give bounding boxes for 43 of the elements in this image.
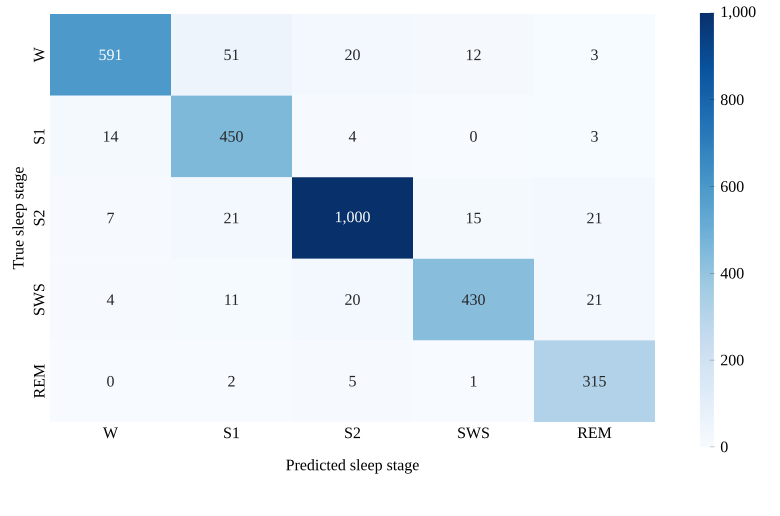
y-tick-label: W	[34, 47, 44, 62]
y-axis-title: True sleep stage	[12, 167, 27, 270]
y-tick-label: S2	[34, 210, 44, 226]
color-bar-label: 600	[720, 181, 744, 192]
x-tick-label: W	[102, 428, 118, 438]
data-label: 12	[466, 50, 481, 60]
x-tick-label: S1	[224, 428, 239, 438]
data-label: 0	[470, 131, 477, 142]
data-label: 5	[349, 376, 356, 386]
data-label: 20	[345, 294, 360, 305]
y-tick-label: SWS	[34, 284, 44, 315]
y-tick-label: S1	[34, 128, 44, 144]
color-bar-label: 400	[720, 268, 744, 279]
data-label: 15	[466, 212, 481, 224]
x-tick-label: SWS	[458, 428, 489, 438]
data-label: 14	[104, 131, 118, 142]
x-tick-label: REM	[578, 428, 612, 438]
x-tick-label: S2	[345, 428, 360, 438]
data-label: 0	[107, 376, 114, 387]
x-axis-title: Predicted sleep stage	[286, 459, 419, 474]
color-bar-label: 1,000	[722, 6, 756, 20]
data-label: 2	[228, 376, 235, 386]
data-label: 21	[224, 212, 239, 224]
data-label: 3	[591, 131, 598, 142]
data-label: 450	[220, 131, 243, 142]
color-bar-label: 200	[720, 354, 744, 366]
data-label: 51	[224, 49, 239, 60]
data-label: 1	[470, 376, 477, 386]
data-label: 315	[583, 376, 606, 387]
data-label: 4	[106, 294, 114, 305]
data-label: 7	[108, 212, 114, 224]
color-bar-label: 800	[720, 94, 744, 106]
data-label: 430	[462, 294, 485, 305]
data-label: 21	[587, 294, 602, 305]
color-bar-label: 0	[720, 442, 728, 452]
data-label: 3	[591, 49, 598, 60]
data-label: 4	[348, 131, 356, 142]
data-label: 21	[587, 212, 602, 224]
data-label: 20	[345, 49, 360, 60]
data-label: 11	[225, 294, 238, 305]
y-tick-label: REM	[34, 364, 44, 398]
data-label: 1,000	[336, 211, 370, 225]
data-label: 591	[99, 49, 122, 60]
